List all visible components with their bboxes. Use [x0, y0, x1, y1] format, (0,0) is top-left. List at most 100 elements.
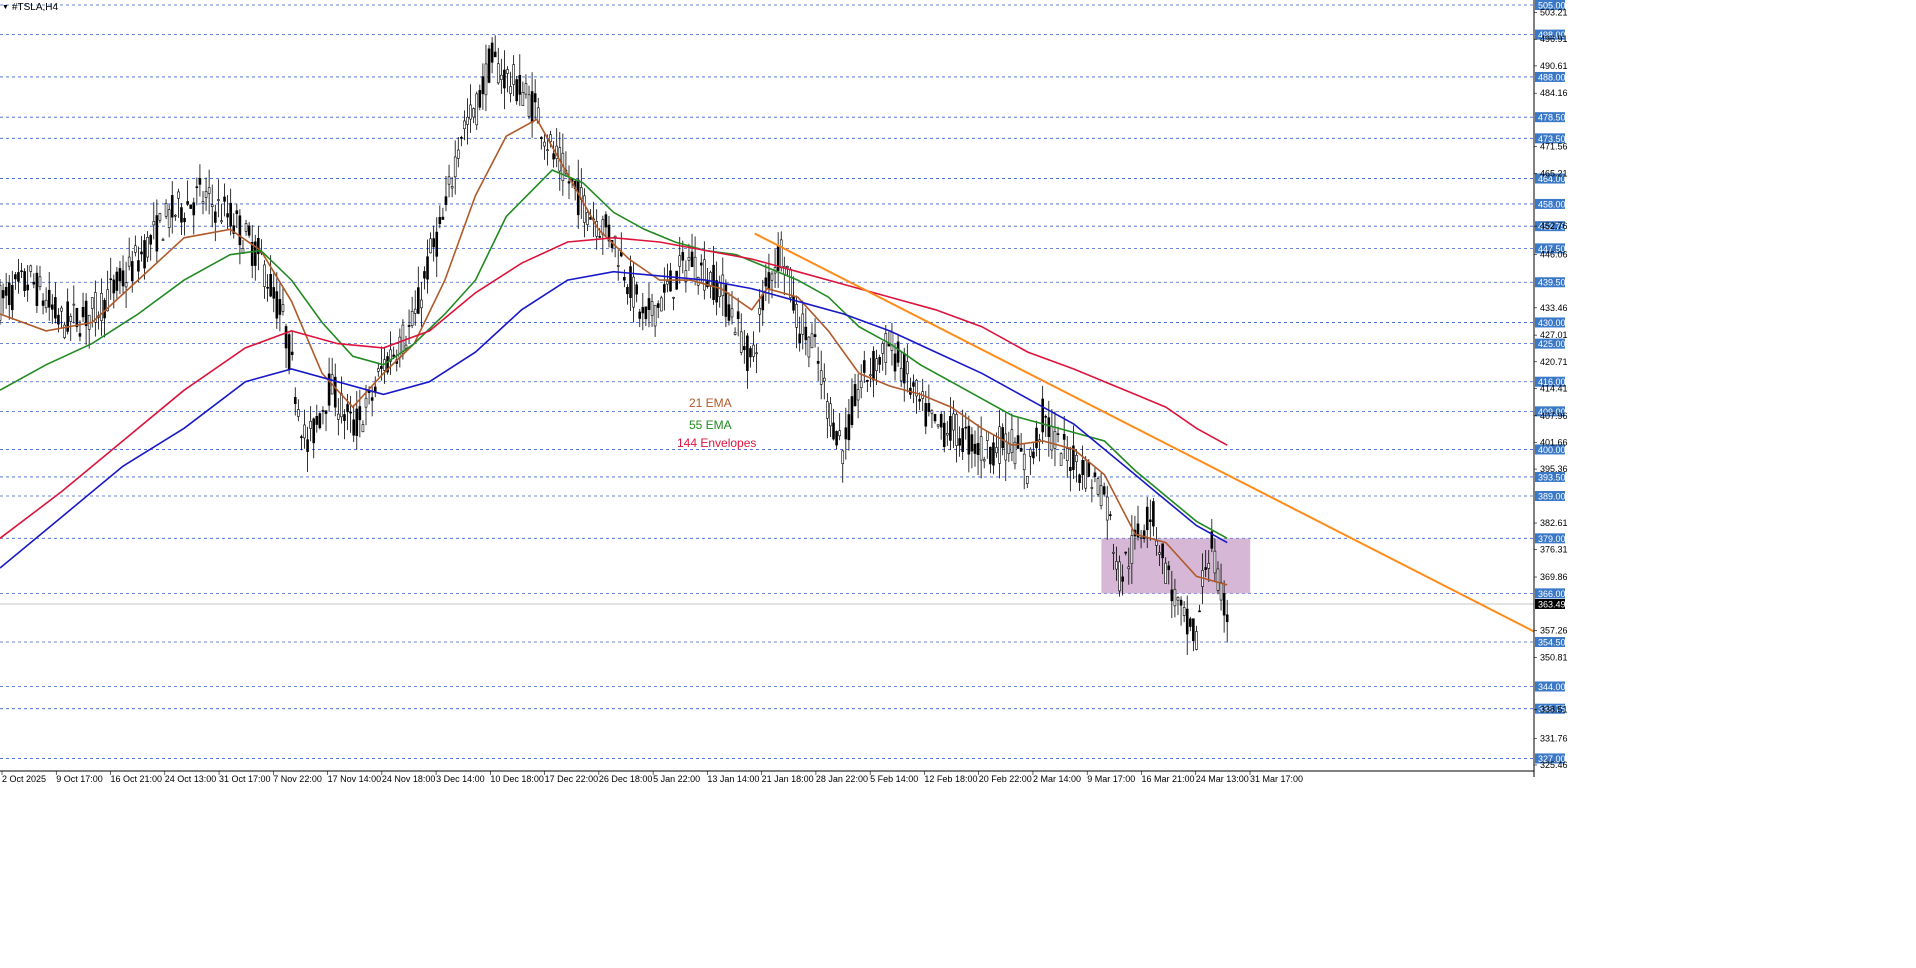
candle-body [862, 360, 866, 373]
candle-body [130, 261, 134, 282]
candle-body [1213, 550, 1217, 574]
candle-body [401, 324, 405, 354]
candle-body [942, 422, 946, 447]
candle-body [161, 239, 165, 241]
candle-body [66, 301, 69, 332]
candle-body [699, 262, 703, 266]
level-label-box [1535, 0, 1565, 10]
candle-body [340, 393, 343, 418]
candle-body [770, 273, 774, 281]
candle-body [626, 287, 629, 295]
symbol-header[interactable]: ▼ #TSLA,H4 [2, 2, 58, 13]
y-tick-label: 331.76 [1540, 733, 1568, 743]
candle-body [1161, 543, 1164, 559]
candle-body [201, 201, 205, 205]
candle-body [810, 333, 814, 349]
candle-body [970, 434, 974, 452]
candle-body [269, 274, 272, 297]
candle-body [124, 282, 128, 288]
candle-body [112, 279, 116, 294]
candle-body [54, 297, 57, 319]
candle-body [641, 307, 645, 314]
candle-body [552, 153, 555, 160]
candle-body [709, 271, 712, 287]
candle-body [549, 134, 552, 142]
candle-body [859, 380, 863, 389]
x-tick-label: 16 Oct 21:00 [111, 774, 163, 784]
candle-body [1035, 427, 1038, 449]
y-tick-label: 490.61 [1540, 61, 1568, 71]
candle-body [413, 308, 417, 314]
candle-body [715, 280, 718, 303]
candle-body [1127, 566, 1131, 570]
candle-body [927, 403, 931, 412]
trendline[interactable] [754, 232, 1535, 633]
candle-body [739, 331, 743, 353]
level-label-box [1535, 221, 1565, 232]
candle-body [607, 224, 611, 242]
y-tick-label: 471.56 [1540, 142, 1568, 152]
candle-body [518, 75, 522, 95]
level-label-box [1535, 491, 1565, 502]
candle-body [14, 274, 17, 280]
dropdown-triangle-icon[interactable]: ▼ [2, 4, 9, 11]
candle-body [789, 268, 792, 298]
candle-body [416, 287, 420, 314]
candle-body [915, 380, 918, 397]
candle-body [1173, 589, 1177, 607]
candle-body [850, 396, 854, 426]
candle-body [844, 427, 848, 440]
series-line-0 [0, 118, 1228, 586]
level-label: 464.00 [1538, 174, 1566, 184]
candle-body [902, 353, 906, 384]
candle-body [84, 300, 88, 327]
candle-body [1025, 476, 1029, 484]
candle-body [936, 424, 940, 427]
candle-body [632, 276, 635, 308]
candle-body [370, 397, 374, 401]
candle-body [822, 377, 826, 382]
candle-body [1010, 429, 1014, 453]
candle-body [939, 413, 943, 428]
candle-body [0, 284, 2, 321]
candle-body [75, 307, 79, 328]
candle-body [1047, 417, 1051, 437]
candle-body [1069, 467, 1072, 471]
candle-body [1075, 455, 1078, 462]
candle-body [838, 430, 841, 437]
candle-body [355, 408, 359, 436]
candle-body [81, 306, 85, 318]
candle-body [426, 256, 429, 280]
candle-body [358, 406, 362, 421]
candle-body [106, 289, 109, 312]
candle-body [730, 308, 734, 318]
x-tick-label: 9 Mar 17:00 [1087, 774, 1135, 784]
candle-body [982, 459, 986, 462]
x-tick-label: 7 Nov 22:00 [273, 774, 322, 784]
candle-body [1207, 563, 1211, 569]
level-label-box [1535, 198, 1565, 209]
candle-body [798, 333, 801, 343]
candle-body [472, 108, 475, 118]
candle-body [207, 187, 211, 194]
level-label-box [1535, 681, 1565, 692]
candle-body [438, 217, 442, 224]
candle-body [832, 422, 835, 440]
candle-body [690, 251, 694, 268]
candle-body [509, 86, 512, 94]
candle-body [1136, 523, 1140, 538]
candle-body [1105, 496, 1109, 521]
x-tick-label: 3 Dec 14:00 [436, 774, 485, 784]
candle-body [1130, 535, 1134, 564]
candle-body [1, 290, 5, 299]
candle-body [755, 352, 758, 355]
candle-body [829, 403, 832, 427]
candle-body [244, 223, 248, 232]
candle-body [955, 414, 958, 446]
candle-body [210, 204, 214, 207]
candle-body [253, 241, 257, 266]
candle-body [4, 287, 8, 296]
candle-body [137, 260, 140, 272]
